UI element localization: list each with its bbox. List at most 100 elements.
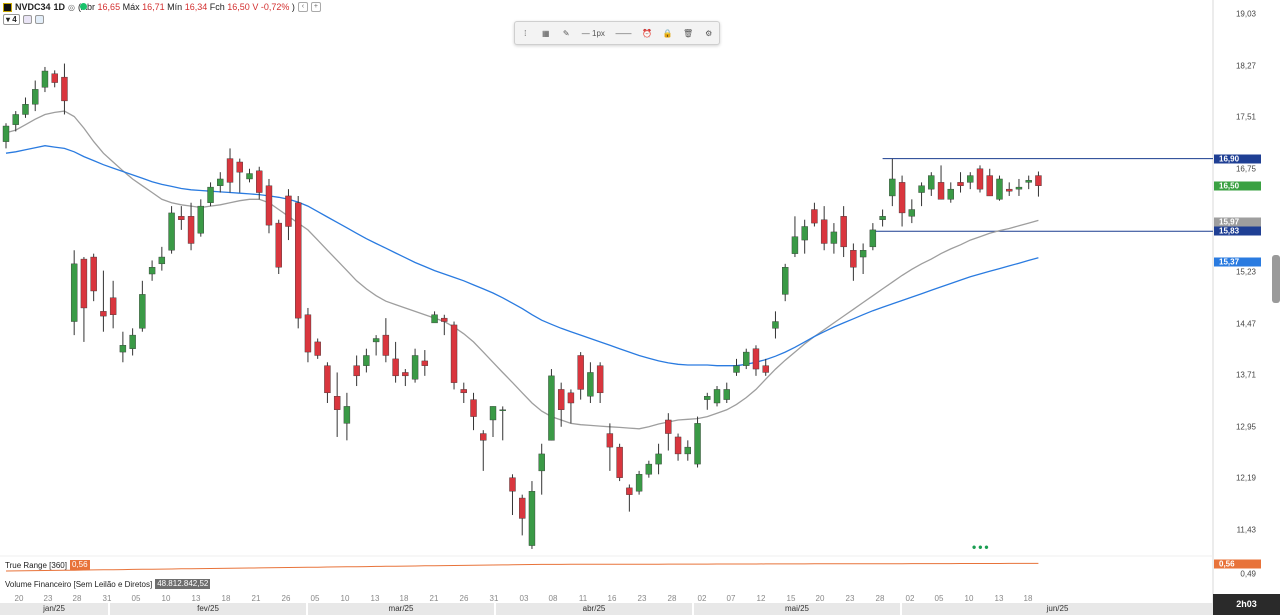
x-tick-label: 13 <box>994 594 1004 603</box>
price-tag: 16,50 <box>1214 181 1261 191</box>
chart-settings-icon[interactable] <box>34 15 44 24</box>
x-tick-label: 23 <box>43 594 53 603</box>
x-tick-label: 28 <box>72 594 82 603</box>
candle-body <box>908 209 916 217</box>
candle-body <box>655 453 662 465</box>
candle-body <box>187 216 195 244</box>
candle-body <box>967 175 974 183</box>
x-tick-label: 23 <box>845 594 855 603</box>
candle-body <box>431 314 438 324</box>
x-tick-label: 10 <box>161 594 171 603</box>
candle-body <box>226 158 234 183</box>
candle-body <box>713 389 721 404</box>
trash-icon[interactable]: 🗑 <box>683 28 694 38</box>
candle-body <box>830 231 838 244</box>
line-width-selector[interactable]: — 1px <box>581 28 605 38</box>
candle-body <box>207 186 214 203</box>
candle-body <box>2 125 10 142</box>
candle-body <box>333 396 341 410</box>
candle-body <box>168 212 175 251</box>
candle-body <box>791 236 799 254</box>
candle-timer: 2h03 <box>1213 594 1280 615</box>
candle-body <box>489 406 497 421</box>
candle-body <box>480 433 487 441</box>
month-label: abr/25 <box>496 603 692 615</box>
candle-body <box>285 195 292 227</box>
candle-body <box>635 474 643 492</box>
candle-body <box>752 348 760 370</box>
scrollbar-handle[interactable] <box>1272 255 1280 303</box>
drag-handle-icon[interactable]: ⁞ <box>524 28 527 38</box>
candle-body <box>674 436 682 455</box>
candle-body <box>772 321 779 329</box>
candle-body <box>957 182 964 186</box>
candle-body <box>782 267 789 295</box>
line-style-icon[interactable]: —— <box>615 28 632 38</box>
x-tick-label: 08 <box>548 594 558 603</box>
candle-body <box>704 396 711 400</box>
price-tag: 16,90 <box>1214 154 1261 164</box>
candle-body <box>820 219 828 244</box>
change-value: V -0,72% <box>252 2 290 12</box>
x-tick-label: 20 <box>815 594 825 603</box>
y-tick-label: 16,75 <box>1235 164 1256 174</box>
live-status-icon <box>80 3 87 10</box>
blue-ma-line <box>5 145 1039 367</box>
candle-body <box>236 161 243 173</box>
layers-icon[interactable] <box>22 15 32 24</box>
candle-body <box>109 297 117 315</box>
candle-body <box>596 365 604 394</box>
candle-body <box>158 256 166 265</box>
y-tick-label: 14,47 <box>1235 319 1256 329</box>
x-tick-label: 31 <box>102 594 112 603</box>
candle-body <box>879 216 886 220</box>
collapse-icon[interactable]: ‹ <box>297 2 308 12</box>
candle-body <box>898 182 906 214</box>
x-tick-label: 13 <box>191 594 201 603</box>
candle-body <box>411 355 419 380</box>
layout-icon[interactable]: ▦ <box>541 28 550 38</box>
candle-body <box>246 173 253 180</box>
symbol-icon <box>3 2 12 12</box>
pencil-icon[interactable]: ✎ <box>562 28 570 38</box>
candle-body <box>519 497 526 519</box>
candle-body <box>665 419 672 434</box>
x-tick-label: 28 <box>667 594 677 603</box>
drawing-toolbar: ⁞ ▦ ✎ — 1px —— ⏰ 🔒 🗑 ⚙ <box>514 21 720 45</box>
candle-body <box>859 250 867 258</box>
candle-body <box>372 338 380 343</box>
true-range-label[interactable]: True Range [360] 0,56 <box>5 560 90 570</box>
candle-body <box>353 365 360 377</box>
true-range-value: 0,56 <box>69 560 90 570</box>
candle-body <box>392 358 399 377</box>
indicator-count[interactable]: ▾ 4 <box>3 14 20 25</box>
indicator-row: ▾ 4 <box>3 14 44 25</box>
x-tick-label: 11 <box>578 594 588 603</box>
more-options-icon[interactable]: ••• <box>972 540 991 554</box>
candle-body <box>100 311 107 317</box>
symbol-name[interactable]: NVDC34 <box>15 2 51 12</box>
candle-body <box>499 409 506 411</box>
gray-ma-line <box>5 110 1039 430</box>
candle-body <box>1035 175 1042 186</box>
settings-icon[interactable]: ⚙ <box>705 28 713 38</box>
timeframe[interactable]: 1D <box>53 2 66 12</box>
candle-body <box>567 392 575 404</box>
y-tick-label: 11,43 <box>1236 525 1256 535</box>
x-tick-label: 05 <box>131 594 141 603</box>
candle-body <box>626 487 633 495</box>
candle-body <box>61 76 68 102</box>
candle-body <box>723 389 730 400</box>
candle-body <box>743 351 750 366</box>
candle-body <box>51 73 58 83</box>
add-icon[interactable]: + <box>310 2 321 12</box>
eye-icon[interactable]: ◎ <box>68 2 76 12</box>
candle-body <box>343 406 351 424</box>
alarm-icon[interactable]: ⏰ <box>641 28 652 38</box>
price-tag: 15,97 <box>1214 217 1261 227</box>
x-tick-label: 16 <box>607 594 617 603</box>
lock-icon[interactable]: 🔒 <box>662 28 673 38</box>
volume-label[interactable]: Volume Financeiro [Sem Leilão e Diretos]… <box>5 579 211 589</box>
x-tick-label: 12 <box>756 594 766 603</box>
